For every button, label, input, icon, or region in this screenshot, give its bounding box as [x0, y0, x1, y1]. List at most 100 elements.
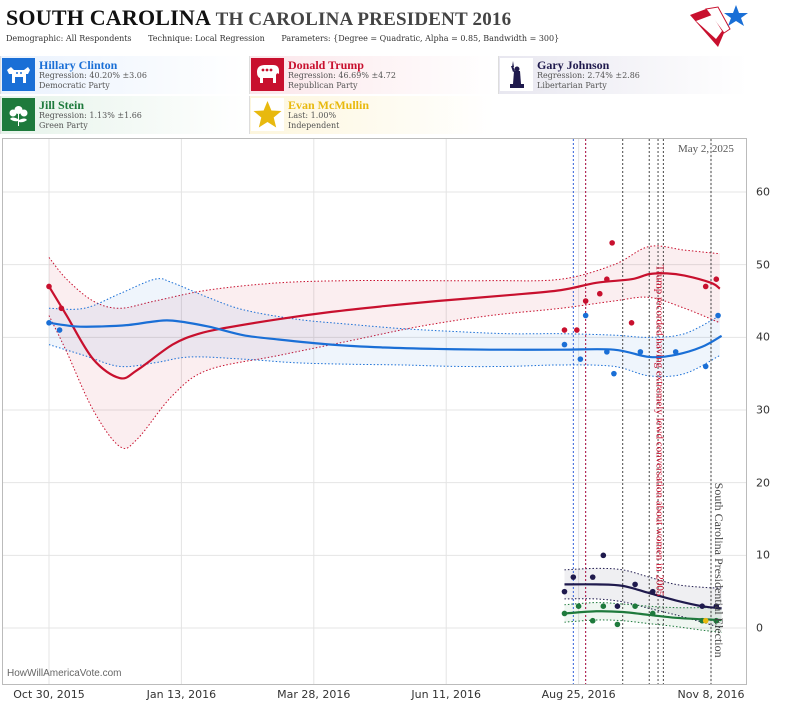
clinton-poll-point — [715, 312, 721, 319]
candidate-card-trump[interactable]: Donald Trump Regression: 46.69% ±4.72 Re… — [249, 56, 494, 94]
stein-poll-point — [649, 610, 656, 617]
candidate-regression: Regression: 40.20% ±3.06 — [39, 71, 147, 80]
candidate-card-clinton[interactable]: Hillary Clinton Regression: 40.20% ±3.06… — [0, 56, 245, 94]
annotation-election-day: South Carolina Presidential Election — [712, 483, 726, 658]
parameters-label: Parameters: {Degree = Quadratic, Alpha =… — [281, 34, 560, 43]
clinton-poll-point — [702, 363, 709, 370]
y-tick-label: 50 — [756, 258, 770, 272]
candidate-party: Democratic Party — [39, 81, 110, 90]
clinton-band-upper — [48, 278, 721, 338]
johnson-poll-point — [570, 574, 577, 580]
donkey-icon — [2, 58, 35, 91]
title-race: TH CAROLINA PRESIDENT 2016 — [215, 9, 512, 30]
johnson-poll-point — [713, 603, 720, 609]
trump-poll-point — [596, 290, 603, 297]
demographic-label: Demographic: All Respondents — [6, 34, 132, 43]
candidate-card-johnson[interactable]: Gary Johnson Regression: 2.74% ±2.86 Lib… — [498, 56, 747, 94]
parameters-bar: Demographic: All Respondents Technique: … — [6, 34, 559, 43]
x-tick-label: Nov 8, 2016 — [677, 688, 745, 701]
johnson-poll-point — [649, 588, 656, 595]
trump-poll-point — [561, 327, 568, 333]
elephant-icon — [251, 58, 284, 91]
y-tick-label: 60 — [756, 185, 770, 199]
trump-trend-line — [48, 272, 721, 380]
clinton-poll-point — [577, 356, 584, 362]
clinton-trend-line — [48, 319, 723, 359]
y-tick-label: 40 — [756, 330, 770, 344]
y-tick-label: 0 — [756, 621, 763, 635]
johnson-band-fill — [564, 568, 722, 628]
site-logo-icon[interactable] — [688, 3, 750, 49]
candidate-regression: Regression: 46.69% ±4.72 — [288, 71, 396, 80]
trump-poll-point — [702, 283, 709, 290]
x-tick-label: Jan 13, 2016 — [146, 688, 217, 701]
chart-date: May 2, 2025 — [678, 143, 734, 155]
event-lines — [572, 139, 712, 684]
x-tick-label: Oct 30, 2015 — [13, 688, 85, 701]
candidate-party: Republican Party — [288, 81, 358, 90]
y-tick-label: 10 — [756, 548, 770, 562]
clinton-band-fill — [49, 278, 720, 377]
trump-band-upper — [48, 245, 720, 309]
trump-poll-point — [574, 327, 580, 333]
candidate-party: Libertarian Party — [537, 81, 607, 90]
stein-poll-point — [600, 603, 607, 609]
candidate-party: Green Party — [39, 121, 88, 130]
clinton-poll-point — [561, 341, 568, 348]
johnson-poll-point — [632, 581, 638, 588]
clinton-poll-point — [672, 349, 679, 355]
flower-icon — [2, 98, 35, 131]
johnson-poll-point — [614, 603, 621, 609]
candidate-name: Gary Johnson — [537, 58, 610, 72]
annotation-lewd-conversation: Trump recorded having extremely lewd con… — [654, 265, 666, 597]
y-tick-label: 20 — [756, 476, 770, 490]
johnson-poll-point — [561, 588, 568, 595]
trump-poll-point — [609, 240, 615, 246]
trump-poll-point — [604, 276, 610, 283]
stein-poll-point — [589, 617, 596, 624]
trump-poll-point — [46, 283, 52, 290]
liberty-statue-icon — [500, 58, 533, 91]
confidence-bands — [48, 245, 722, 633]
site-watermark[interactable]: HowWillAmericaVote.com — [7, 668, 122, 679]
johnson-band-upper — [564, 567, 722, 589]
stein-poll-point — [614, 621, 621, 628]
trump-poll-point — [713, 276, 720, 283]
technique-label: Technique: Local Regression — [148, 34, 265, 43]
title-state: SOUTH CAROLINA — [6, 5, 210, 30]
clinton-poll-point — [46, 320, 52, 326]
poll-chart: Trump recorded having extremely lewd con… — [2, 139, 747, 684]
clinton-poll-point — [56, 327, 63, 333]
candidate-name: Hillary Clinton — [39, 58, 118, 72]
johnson-poll-point — [699, 603, 705, 609]
candidate-name: Donald Trump — [288, 58, 364, 72]
clinton-poll-point — [604, 349, 610, 355]
johnson-poll-point — [600, 552, 607, 559]
poll-points — [46, 240, 721, 628]
page-title: SOUTH CAROLINA TH CAROLINA PRESIDENT 201… — [6, 5, 511, 31]
y-tick-label: 30 — [756, 403, 770, 417]
clinton-band-lower — [48, 344, 721, 378]
candidate-regression: Regression: 1.13% ±1.66 — [39, 111, 142, 120]
candidate-name: Jill Stein — [39, 98, 85, 112]
clinton-poll-point — [637, 349, 644, 355]
stein-poll-point — [632, 603, 638, 609]
stein-poll-point — [713, 617, 720, 624]
candidate-card-mcmullin[interactable]: Evan McMullin Last: 1.00% Independent — [249, 96, 494, 134]
candidate-name: Evan McMullin — [288, 98, 370, 112]
stein-poll-point — [575, 603, 582, 609]
x-tick-label: Jun 11, 2016 — [411, 688, 482, 701]
star-icon — [251, 98, 284, 131]
johnson-poll-point — [589, 574, 596, 580]
x-tick-label: Mar 28, 2016 — [277, 688, 351, 701]
trump-poll-point — [582, 298, 589, 304]
candidate-card-stein[interactable]: Jill Stein Regression: 1.13% ±1.66 Green… — [0, 96, 245, 134]
stein-band-fill — [564, 602, 722, 633]
mcmullin-poll-point — [702, 617, 709, 624]
stein-poll-point — [561, 610, 568, 617]
chart-annotations: Trump recorded having extremely lewd con… — [654, 265, 726, 658]
header: SOUTH CAROLINA TH CAROLINA PRESIDENT 201… — [0, 0, 789, 52]
clinton-poll-point — [582, 312, 589, 319]
candidate-regression: Last: 1.00% — [288, 111, 337, 120]
trump-poll-point — [58, 305, 65, 312]
